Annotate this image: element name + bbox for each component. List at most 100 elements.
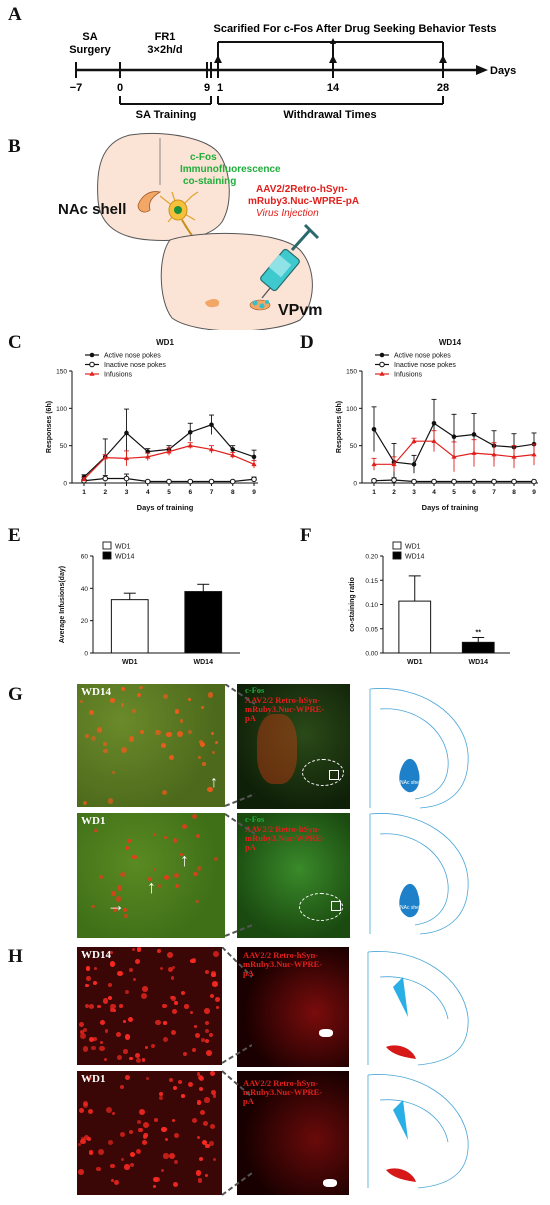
legend-label: WD1 (405, 544, 421, 551)
cell-nucleus (187, 729, 193, 735)
svg-text:mRuby3.Nuc-WPRE-pA: mRuby3.Nuc-WPRE-pA (248, 196, 359, 207)
cell-nucleus (121, 746, 127, 753)
data-point (187, 442, 193, 448)
cell-nucleus (86, 976, 91, 981)
wd14-label: WD14 (81, 949, 111, 961)
cell-nucleus (91, 1045, 96, 1051)
cell-nucleus (127, 839, 131, 843)
legend-swatch (392, 541, 402, 550)
cell-nucleus (80, 1030, 84, 1034)
cell-nucleus (151, 1043, 156, 1048)
panel-label-a: A (8, 4, 22, 25)
bar-chart-infusions: WD1 WD14 0 20 40 60 WD1 WD14 Average Infusions(d… (59, 541, 240, 666)
cell-nucleus (128, 967, 133, 972)
data-point (102, 454, 108, 460)
y-tick-label: 0 (84, 651, 88, 658)
cell-nucleus (99, 1019, 105, 1025)
cell-nucleus (162, 1004, 167, 1009)
wd14-red-overview: AAV2/2 Retro-hSyn- mRuby3.Nuc-WPRE- pA (237, 947, 349, 1067)
data-point (379, 361, 385, 368)
nac-shell-region (399, 758, 420, 793)
svg-text:−7: −7 (70, 82, 83, 94)
cell-nucleus (88, 1037, 95, 1043)
cell-nucleus (137, 1120, 142, 1125)
x-tick-label: 5 (452, 489, 456, 496)
cell-nucleus (110, 1008, 115, 1013)
cell-nucleus (154, 1117, 159, 1122)
cell-nucleus (170, 976, 174, 980)
legend-swatch (392, 551, 402, 560)
cell-nucleus (102, 742, 108, 747)
data-point (471, 450, 477, 455)
data-point (187, 478, 194, 485)
cell-nucleus (211, 1090, 217, 1095)
cell-nucleus (211, 972, 216, 978)
y-tick-label: 50 (350, 443, 358, 450)
cell-nucleus (172, 1086, 177, 1091)
cell-nucleus (139, 685, 143, 690)
cell-nucleus (195, 1170, 202, 1177)
cell-nucleus (109, 950, 114, 954)
cell-nucleus (170, 1029, 177, 1036)
cell-nucleus (143, 1121, 150, 1128)
timeline-arrow (476, 65, 488, 75)
cell-nucleus (79, 1108, 85, 1113)
legend-label: WD1 (115, 544, 131, 551)
cell-nucleus (116, 885, 123, 891)
y-tick-label: 0.10 (365, 602, 378, 609)
cell-nucleus (142, 1132, 149, 1139)
cell-nucleus (184, 1004, 189, 1009)
data-point (371, 426, 377, 432)
cell-nucleus (163, 835, 168, 840)
circuit-schematic: c-Fos Immunofluorescence co-staining NAc… (58, 133, 359, 330)
cell-nucleus (123, 908, 128, 913)
cell-nucleus (198, 1178, 203, 1183)
cell-nucleus (146, 1077, 150, 1081)
data-point (251, 461, 257, 467)
cell-nucleus (124, 1034, 131, 1040)
x-tick-label: 4 (146, 489, 150, 496)
line-chart-wd14: WD14 Active nose pokes Inactive nose pokes… (336, 338, 538, 512)
nac-shell-label: NAc shell (58, 201, 126, 218)
cell-nucleus (208, 1140, 214, 1146)
cell-nucleus (161, 1168, 165, 1172)
y-axis-label: Average Infusions(day) (59, 566, 66, 643)
cell-nucleus (80, 1033, 86, 1039)
cell-nucleus (87, 1137, 91, 1141)
cell-nucleus (196, 866, 202, 871)
cell-nucleus (196, 1135, 201, 1140)
cell-nucleus (82, 800, 87, 805)
data-point (391, 461, 397, 467)
cell-nucleus (199, 1109, 205, 1115)
brain-atlas-g: NAc shell NAc shell (369, 688, 469, 935)
cell-nucleus (88, 709, 94, 715)
cell-nucleus (197, 755, 201, 759)
legend-label: Inactive nose pokes (104, 362, 166, 369)
cell-nucleus (212, 751, 216, 755)
cfos-label: c-Fos (245, 814, 265, 824)
cell-nucleus (123, 913, 129, 918)
cell-nucleus (82, 1102, 88, 1108)
cell-nucleus (78, 1169, 84, 1175)
cell-nucleus (201, 1037, 206, 1042)
cell-nucleus (201, 1140, 208, 1146)
x-axis-label: Days of training (422, 503, 479, 512)
cell-nucleus (124, 989, 129, 994)
cell-nucleus (205, 1143, 210, 1148)
aav-label: AAV2/2 Retro-hSyn- (245, 824, 321, 834)
wd1-brain-overview: c-Fos AAV2/2 Retro-hSyn- mRuby3.Nuc-WPRE… (237, 813, 350, 938)
ventricle-region (393, 1100, 408, 1140)
legend-swatch (102, 541, 112, 550)
aav-label: AAV2/2 Retro-hSyn- (243, 950, 319, 960)
sa-surgery-label: SA (82, 31, 97, 43)
cell-nucleus (125, 846, 130, 851)
nac-shell-region (399, 883, 420, 918)
cell-nucleus (88, 1150, 94, 1155)
cell-nucleus (173, 1160, 178, 1165)
wd14-mruby-micrograph: WD14 (77, 947, 222, 1065)
y-tick-label: 0.00 (365, 651, 378, 658)
bar (184, 591, 223, 654)
data-point (89, 352, 95, 358)
data-point (471, 432, 477, 437)
zoom-connector-lines (225, 684, 255, 937)
